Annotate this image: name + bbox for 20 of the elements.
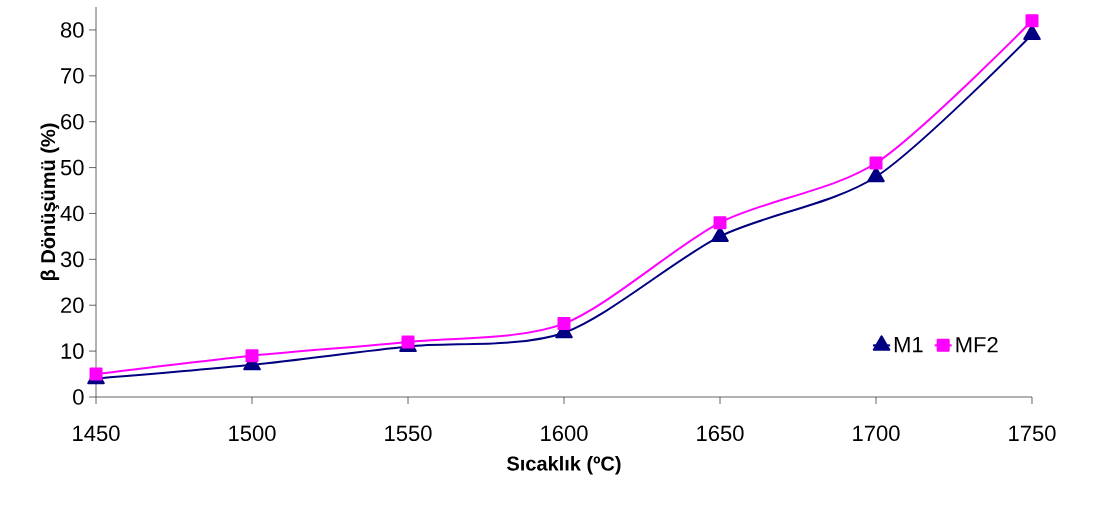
y-tick-label: 0 [73, 389, 84, 405]
x-tick-label: 1550 [385, 425, 432, 442]
legend-label: M1 [894, 337, 923, 353]
y-tick-label: 20 [61, 297, 84, 314]
y-tick-label: 40 [60, 205, 84, 222]
y-tick-label: 10 [61, 343, 84, 359]
legend-label: MF2 [956, 336, 998, 353]
y-tick-label: 30 [60, 251, 84, 268]
x-tick-label: 1700 [853, 425, 900, 442]
y-tick-label: 60 [61, 113, 84, 130]
x-tick-label: 1450 [73, 425, 120, 442]
x-tick-label: 1600 [541, 425, 588, 442]
x-axis-title: Sıcaklık (ºC) [507, 455, 621, 475]
y-axis-title: β Dönüşümü (%) [40, 123, 60, 281]
y-tick-label: 70 [61, 68, 84, 84]
x-tick-label: 1500 [229, 425, 276, 442]
y-tick-label: 50 [60, 159, 84, 176]
x-tick-label: 1650 [697, 425, 744, 442]
y-tick-label: 80 [60, 22, 84, 38]
x-tick-label: 1750 [1009, 425, 1056, 442]
